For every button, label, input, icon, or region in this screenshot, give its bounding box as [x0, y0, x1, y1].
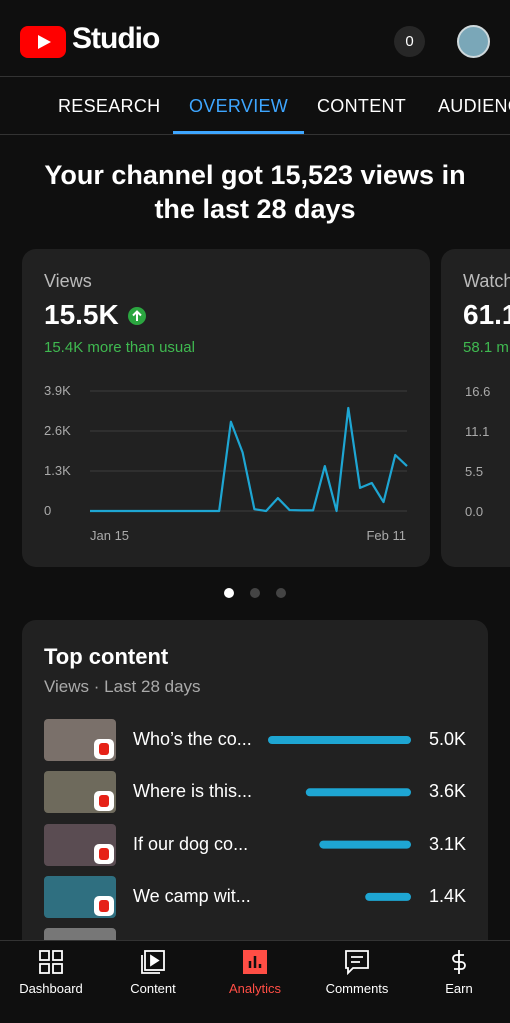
thumbnail — [44, 719, 116, 761]
section-subtitle: Views · Last 28 days — [44, 677, 201, 696]
tab[interactable]: AUDIENC — [438, 96, 510, 116]
tab[interactable]: CONTENT — [317, 96, 407, 116]
video-title: We camp wit... — [133, 885, 251, 906]
notification-count[interactable]: 0 — [394, 26, 425, 57]
x-tick-label: Jan 15 — [90, 528, 129, 543]
video-title: Who’s the co... — [133, 729, 252, 749]
card-note: 58.1 m — [463, 339, 509, 356]
section-title: Top content — [44, 644, 169, 669]
thumbnail — [44, 823, 116, 866]
y-tick-label: 0 — [44, 503, 51, 518]
nav-label: Content — [130, 981, 176, 996]
nav-item[interactable]: Earn — [408, 941, 510, 1023]
divider — [0, 76, 510, 77]
divider — [0, 134, 510, 135]
nav-item[interactable]: Comments — [306, 941, 408, 1023]
tab-underline — [173, 131, 304, 134]
view-count: 1.4K — [428, 885, 466, 906]
card-note: 15.4K more than usual — [44, 339, 195, 356]
icon — [452, 950, 466, 974]
page-dots — [224, 588, 286, 598]
views-line — [90, 406, 408, 513]
nav-item[interactable]: Analytics — [204, 941, 306, 1023]
headline: Your channel got 15,523 views in the las… — [44, 160, 466, 224]
nav-item[interactable]: Dashboard — [0, 941, 102, 1023]
y-tick-label: 1.3K — [44, 463, 71, 478]
icon — [141, 950, 165, 974]
card-value: 15.5K — [44, 299, 119, 330]
x-tick-label: Feb 11 — [366, 528, 406, 543]
icon — [243, 950, 267, 974]
thumbnail — [44, 771, 116, 814]
y-tick-label: 16.6 — [465, 384, 491, 399]
up-icon — [128, 307, 146, 325]
video-title: If our dog co... — [133, 833, 249, 854]
view-count: 5.0K — [428, 729, 466, 749]
nav-label: Comments — [325, 981, 389, 996]
nav-label: Analytics — [228, 981, 282, 996]
view-count: 3.6K — [428, 781, 466, 802]
bottom-nav: Dashboard Content Analytics Comments Ear… — [0, 940, 510, 1023]
y-tick-label: 11.1 — [465, 424, 490, 439]
nav-label: Dashboard — [19, 981, 83, 996]
thumbnail — [44, 875, 116, 918]
avatar[interactable] — [457, 25, 490, 58]
tab[interactable]: OVERVIEW — [189, 96, 289, 116]
y-tick-label: 0.0 — [465, 504, 484, 519]
nav-item[interactable]: Content — [102, 941, 204, 1023]
card-title: Views — [44, 271, 92, 291]
nav-label: Earn — [445, 981, 473, 996]
logo-text: Studio — [72, 22, 160, 55]
tab[interactable]: RESEARCH — [58, 96, 161, 116]
video-title: Where is this... — [133, 781, 253, 802]
logo-icon — [20, 26, 66, 58]
views-card[interactable]: Views 15.5K 15.4K more than usual — [22, 249, 430, 567]
icon — [345, 950, 369, 975]
view-count: 3.1K — [428, 833, 466, 854]
card-value: 61.1 — [463, 299, 510, 330]
y-tick-label: 5.5 — [465, 464, 484, 479]
icon — [39, 950, 63, 974]
watch-card[interactable]: Watch 61.1 58.1 m 16.6 11.1 5.5 0.0 — [441, 249, 510, 567]
card-title: Watch — [463, 271, 510, 291]
y-tick-label: 2.6K — [44, 423, 71, 438]
y-tick-label: 3.9K — [44, 383, 71, 398]
